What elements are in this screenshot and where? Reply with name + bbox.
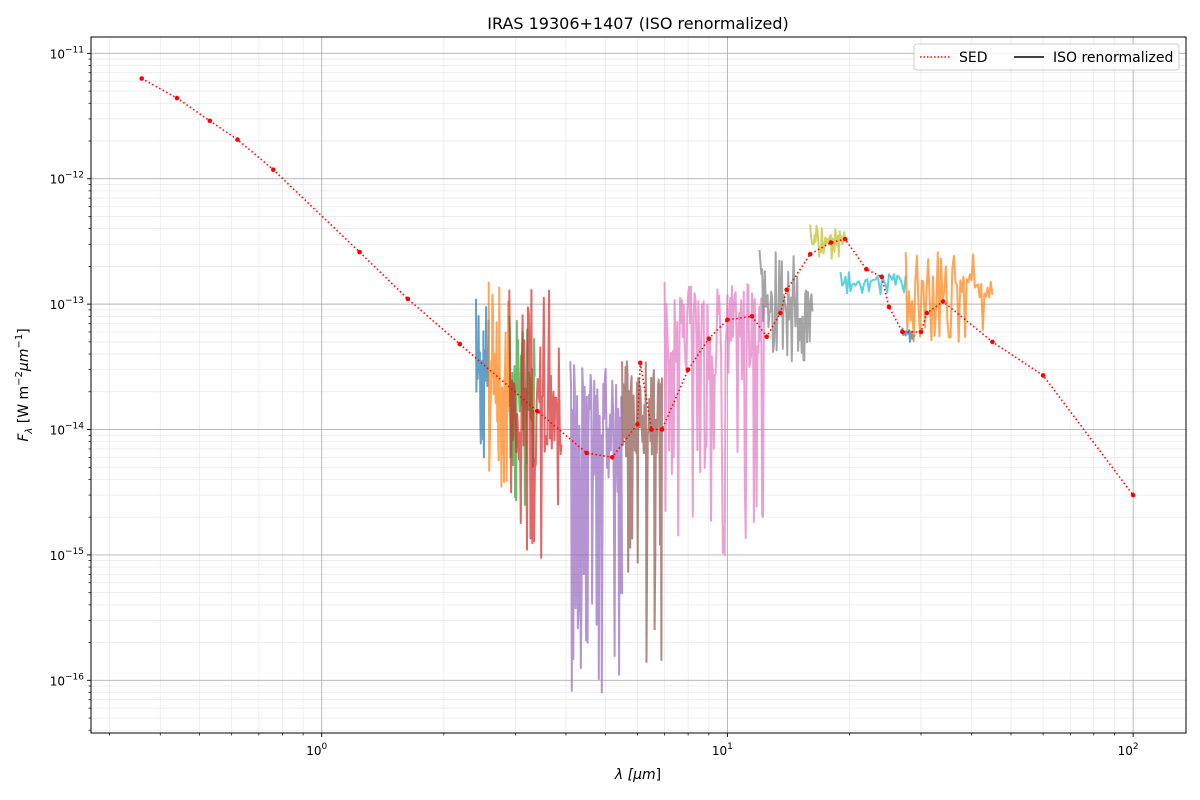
y-axis: 10−16 10−15 10−14 10−13 10−12 10−11 [50, 45, 91, 731]
sed-point [535, 408, 540, 414]
iso-spectrum-segment [839, 271, 907, 296]
sed-point [1040, 373, 1046, 378]
iso-spectrum-segment [569, 361, 624, 694]
sed-point [807, 251, 813, 257]
y-tick-label: 10−12 [50, 171, 84, 187]
sed-point [457, 341, 463, 347]
sed-point [635, 422, 640, 427]
sed-point [207, 118, 213, 124]
sed-point [1130, 492, 1136, 498]
iso-spectrum-segment [508, 289, 563, 559]
sed-point [784, 287, 789, 293]
sed-point [886, 304, 892, 310]
iso-spectra [475, 224, 994, 694]
sed-point [609, 455, 615, 460]
sed-point [235, 137, 240, 142]
y-axis-label: Fλ [W m−2μm−1] [14, 328, 35, 441]
sed-point [638, 360, 643, 366]
sed-point [405, 296, 411, 302]
legend-iso-label: ISO renormalized [1053, 50, 1173, 66]
plot-area [139, 76, 1136, 694]
sed-point [357, 249, 362, 255]
sed-point [828, 240, 834, 245]
sed-line [141, 77, 1134, 496]
x-tick-label: 101 [712, 742, 733, 758]
legend: SED ISO renormalized [913, 43, 1180, 71]
y-tick-label: 10−16 [50, 672, 85, 688]
x-tick-label: 102 [1118, 742, 1139, 758]
sed-point [764, 334, 769, 340]
iso-spectrum-segment [487, 281, 511, 488]
sed-point [725, 317, 730, 323]
legend-sed-label: SED [959, 50, 988, 66]
x-axis: 100 101 102 [109, 733, 1139, 758]
x-axis-label: λ [μm] [614, 767, 661, 783]
sed-point [659, 427, 665, 432]
sed-point [139, 76, 144, 81]
sed-point [685, 367, 691, 373]
legend-box [913, 43, 1180, 71]
sed-point [918, 329, 924, 335]
sed-point [842, 236, 848, 242]
sed-series [139, 76, 1136, 498]
sed-point [778, 310, 783, 316]
sed-point [940, 299, 946, 304]
sed-point [649, 427, 654, 432]
iso-spectrum-segment [475, 298, 490, 459]
sed-point [271, 167, 276, 172]
iso-spectrum-segment [904, 251, 994, 343]
sed-point [879, 274, 884, 280]
y-tick-label: 10−14 [50, 422, 85, 438]
sed-point [924, 310, 930, 316]
sed-point [864, 266, 869, 272]
chart-title: IRAS 19306+1407 (ISO renormalized) [487, 14, 789, 33]
sed-point [584, 450, 589, 456]
y-tick-label: 10−15 [50, 547, 84, 563]
iso-spectrum-segment [663, 281, 765, 556]
iso-spectrum-segment [809, 224, 847, 260]
iso-spectrum-segment [758, 249, 814, 363]
x-tick-label: 100 [306, 742, 327, 758]
sed-point [174, 95, 180, 101]
sed-point [900, 329, 905, 335]
sed-point [990, 339, 995, 345]
grid-minor [91, 37, 1186, 733]
sed-point [749, 314, 755, 319]
y-tick-label: 10−11 [50, 45, 84, 61]
y-tick-label: 10−13 [50, 296, 84, 312]
iso-spectrum-segment [621, 360, 663, 663]
sed-point [706, 336, 712, 342]
axes-frame [90, 36, 1187, 734]
